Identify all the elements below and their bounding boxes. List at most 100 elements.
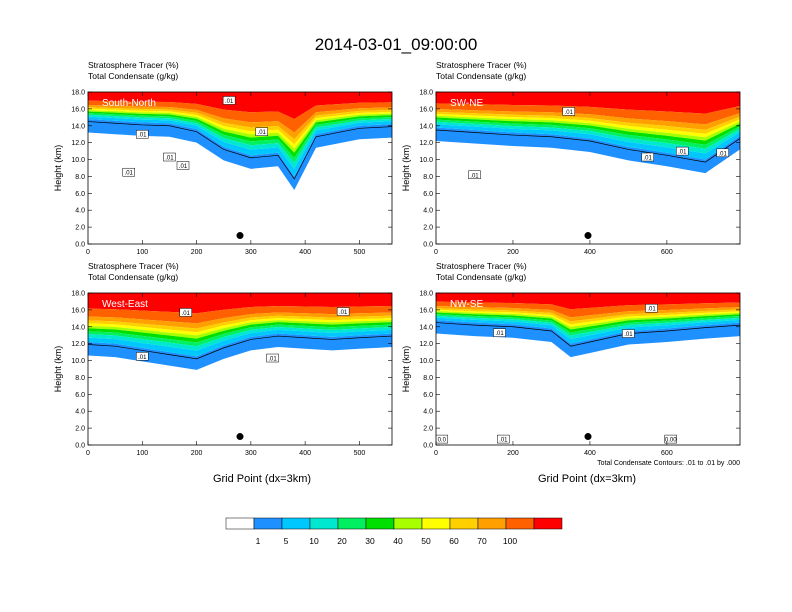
tracer-fringe-band — [88, 333, 392, 370]
tracer-band-7 — [88, 324, 392, 347]
y-tick-label: 12.0 — [419, 341, 433, 348]
y-tick-label: 14.0 — [71, 324, 85, 331]
contour-label: .01 — [622, 329, 635, 338]
tracer-band-8 — [436, 315, 740, 340]
tracer-band-2 — [436, 109, 740, 130]
colorbar-label: 60 — [449, 536, 459, 546]
contour-label-text: .01 — [495, 331, 504, 337]
y-tick-label: 8.0 — [75, 174, 85, 181]
x-tick-label: 0 — [86, 249, 90, 256]
x-tick-label: 400 — [299, 450, 311, 457]
contour-label: .01 — [179, 308, 192, 317]
tracer-fringe-band — [436, 320, 740, 358]
y-tick-label: 2.0 — [423, 426, 433, 433]
y-tick-label: 4.0 — [75, 409, 85, 416]
y-tick-label: 4.0 — [75, 208, 85, 215]
colorbar-swatch — [281, 517, 311, 530]
tracer-band-3 — [88, 315, 392, 333]
colorbar-swatch — [225, 517, 255, 530]
x-tick-label: 300 — [245, 249, 257, 256]
tracer-band-8 — [88, 327, 392, 351]
x-axis-label-left: Grid Point (dx=3km) — [213, 473, 311, 485]
tracer-band-5 — [436, 311, 740, 330]
panel-subtitle-condensate: Total Condensate (g/kg) — [436, 272, 526, 282]
colorbar-swatch — [505, 517, 535, 530]
y-tick-label: 10.0 — [71, 157, 85, 164]
contour-label-text: .01 — [499, 438, 508, 444]
contour-label-text: .01 — [182, 311, 191, 317]
x-tick-label: 200 — [507, 249, 519, 256]
colorbar-swatch — [365, 517, 395, 530]
y-tick-label: 18.0 — [419, 90, 433, 97]
tracer-band-4 — [436, 113, 740, 138]
plot-area: .01 .01 .01 .01 0.0 0.00 NW-SE — [436, 293, 740, 445]
y-tick-label: 16.0 — [71, 106, 85, 113]
location-dot — [584, 433, 592, 441]
tracer-fringe-band — [436, 127, 740, 174]
plot-area: .01 .01 .01 .01 .01 SW-NE — [436, 92, 740, 244]
tracer-band-9 — [88, 329, 392, 357]
tracer-band-9 — [436, 317, 740, 344]
tracer-band-3 — [88, 107, 392, 145]
tracer-band-1 — [88, 305, 392, 324]
tracer-band-7 — [88, 113, 392, 163]
tracer-band-1 — [88, 100, 392, 133]
x-tick-label: 400 — [299, 249, 311, 256]
contour-label: .01 — [468, 170, 481, 179]
colorbar-swatch — [421, 517, 451, 530]
x-tick-label: 200 — [191, 450, 203, 457]
x-tick-label: 0 — [434, 450, 438, 457]
x-tick-label: 600 — [661, 450, 673, 457]
contour-label: .01 — [562, 107, 576, 116]
tracer-band-1 — [436, 103, 740, 125]
condensate-contour — [436, 322, 740, 347]
colorbar-swatch — [337, 517, 367, 530]
contour-label: .01 — [176, 161, 190, 170]
y-axis-label: Height (km) — [401, 145, 411, 192]
contour-label: .01 — [497, 434, 510, 444]
y-tick-label: 16.0 — [419, 106, 433, 113]
contour-label: .01 — [716, 148, 729, 157]
x-tick-label: 300 — [245, 450, 257, 457]
contour-label: 0.0 — [436, 434, 449, 444]
contour-label-text: 0.00 — [665, 438, 677, 444]
contour-label-text: .01 — [565, 110, 574, 116]
colorbar: 1 5 10 20 30 40 50 60 70 100 — [225, 517, 563, 546]
figure-title: 2014-03-01_09:00:00 — [315, 35, 478, 54]
y-tick-label: 0.0 — [75, 242, 85, 249]
tracer-band-6 — [88, 111, 392, 158]
panel-nw-se: Stratosphere Tracer (%)Total Condensate … — [401, 261, 741, 457]
x-tick-label: 400 — [584, 249, 596, 256]
contour-footnote: Total Condensate Contours: .01 to .01 by… — [597, 460, 740, 467]
condensate-contour — [88, 335, 392, 360]
y-tick-label: 14.0 — [419, 123, 433, 130]
tracer-band-5 — [88, 110, 392, 153]
contour-label: .01 — [676, 146, 689, 156]
colorbar-swatch — [253, 517, 283, 530]
tracer-band-0 — [88, 92, 392, 120]
location-dot — [236, 232, 244, 240]
tracer-band-9 — [436, 124, 740, 160]
tracer-band-3 — [436, 308, 740, 325]
colorbar-swatch — [393, 517, 423, 530]
y-tick-label: 16.0 — [419, 307, 433, 314]
colorbar-label: 40 — [393, 536, 403, 546]
contour-label-text: .01 — [643, 156, 652, 162]
contour-label: .01 — [255, 127, 268, 136]
contour-label-text: .01 — [258, 130, 267, 136]
panel-label: SW-NE — [450, 98, 483, 109]
y-tick-label: 10.0 — [419, 358, 433, 365]
tracer-band-6 — [436, 117, 740, 145]
x-tick-label: 600 — [661, 249, 673, 256]
panel-subtitle-tracer: Stratosphere Tracer (%) — [88, 261, 179, 271]
tracer-band-0 — [436, 92, 740, 114]
colorbar-label: 30 — [365, 536, 375, 546]
tracer-band-0 — [436, 293, 740, 310]
panels-group: Stratosphere Tracer (%) Total Condensate … — [53, 60, 741, 457]
y-tick-label: 0.0 — [423, 443, 433, 450]
panel-subtitle-tracer: Stratosphere Tracer (%) — [88, 60, 179, 70]
y-tick-label: 16.0 — [71, 307, 85, 314]
y-tick-label: 6.0 — [423, 191, 433, 198]
panel-label: West-East — [102, 299, 148, 310]
